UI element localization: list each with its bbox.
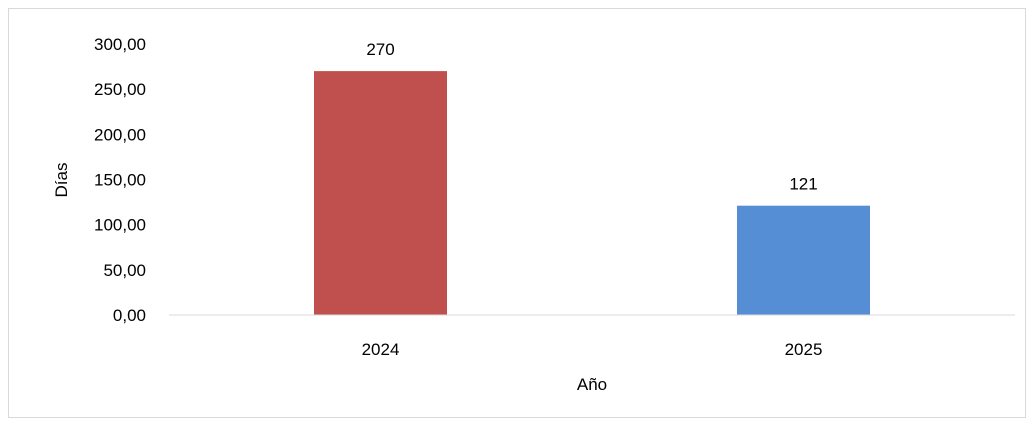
y-tick-label: 250,00 [94,80,146,99]
y-axis-ticks: 0,00 50,00 100,00 150,00 200,00 250,00 300,00 [94,35,146,325]
bars [314,71,870,315]
y-tick-label: 0,00 [113,306,146,325]
y-tick-label: 200,00 [94,125,146,144]
x-tick-label-2024: 2024 [362,340,400,359]
y-axis-title: Días [52,163,71,198]
x-axis-title: Año [577,375,607,394]
x-axis-ticks: 2024 2025 [362,340,823,359]
bar-2025 [737,205,870,315]
y-tick-label: 300,00 [94,35,146,54]
bar-chart: 0,0050,00100,00150,00200,00250,00300,00 … [52,35,1015,394]
y-tick-label: 50,00 [103,261,146,280]
bar-2024 [314,71,447,315]
y-tick-label: 100,00 [94,216,146,235]
value-labels: 270 121 [366,40,817,194]
chart-frame: 0,00 50,00 100,00 150,00 200,00 250,00 300,00 … [8,8,1026,418]
x-tick-label-2025: 2025 [785,340,823,359]
y-tick-label: 150,00 [94,171,146,190]
value-label-2024: 270 [366,40,394,59]
value-label-2025: 121 [789,175,817,194]
